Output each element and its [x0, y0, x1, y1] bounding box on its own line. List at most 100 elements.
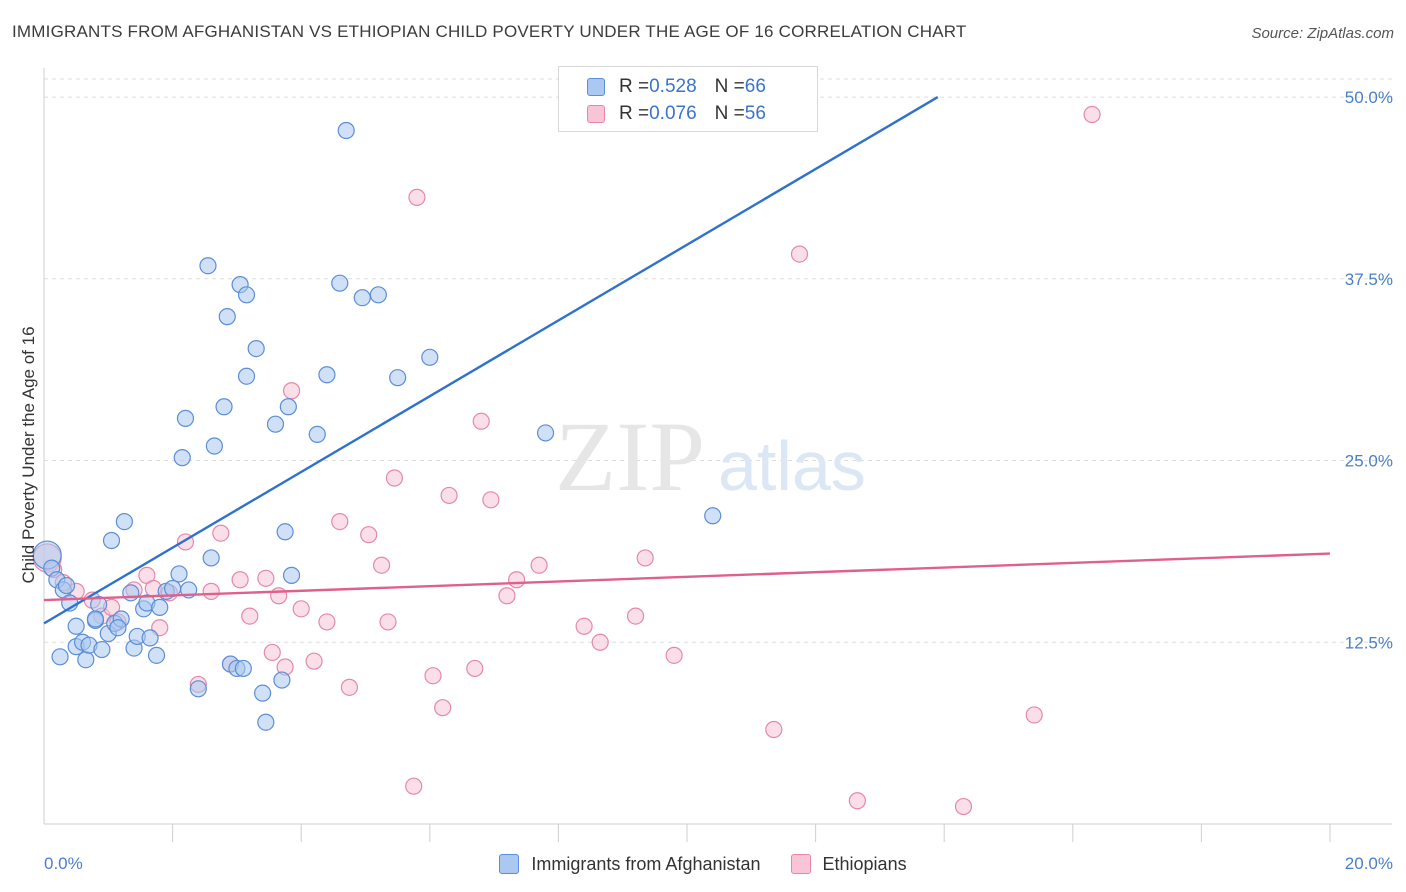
afghanistan-point	[389, 369, 407, 387]
afghanistan-point	[102, 531, 121, 550]
ethiopian-point	[1025, 706, 1043, 724]
ethiopian-trend-line	[43, 552, 1331, 602]
afghanistan-point	[237, 367, 256, 385]
afghanistan-point	[122, 584, 140, 602]
afghanistan-point	[205, 437, 223, 455]
afghanistan-point	[147, 646, 166, 664]
afghanistan-point	[369, 286, 387, 304]
x-tick-label: 0.0%	[44, 854, 83, 873]
y-tick-labels: 12.5% 25.0% 37.5% 50.0%	[1345, 88, 1393, 652]
ethiopian-point	[530, 556, 548, 574]
legend-row-ethiopians: R = 0.076 N = 56	[587, 101, 766, 127]
watermark-zip: ZIP	[555, 401, 705, 512]
afghanistan-point	[308, 425, 326, 443]
afghanistan-points	[32, 121, 722, 731]
watermark: ZIP atlas	[555, 401, 866, 512]
ethiopian-point	[636, 549, 654, 567]
afghanistan-point	[237, 286, 256, 304]
legend-n-value: 56	[744, 103, 766, 124]
afghanistan-point	[337, 121, 355, 140]
afghanistan-point	[282, 566, 301, 584]
legend-swatch-ethiopians	[790, 854, 811, 874]
afghanistan-point	[199, 257, 217, 275]
ethiopian-point	[466, 659, 484, 678]
ethiopian-point	[790, 245, 809, 263]
afghanistan-point	[115, 512, 133, 531]
afghanistan-point	[109, 619, 127, 637]
ethiopian-point	[360, 526, 378, 544]
afghanistan-point	[51, 648, 69, 666]
ethiopian-point	[665, 646, 683, 664]
afghanistan-point	[93, 640, 111, 659]
chart-title: IMMIGRANTS FROM AFGHANISTAN VS ETHIOPIAN…	[12, 22, 967, 41]
ethiopian-point	[954, 797, 973, 816]
legend-row-afghanistan: R = 0.528 N = 66	[587, 74, 766, 100]
ethiopian-point	[257, 569, 275, 587]
ethiopian-point	[765, 720, 783, 739]
afghanistan-point	[215, 398, 233, 416]
ethiopian-point	[434, 699, 452, 717]
ethiopian-point	[1083, 105, 1101, 124]
afghanistan-point	[266, 415, 285, 433]
y-tick-label: 37.5%	[1345, 270, 1393, 289]
afghanistan-point	[67, 617, 85, 635]
legend-r-value: 0.076	[649, 103, 697, 124]
afghanistan-point	[257, 713, 275, 731]
legend-label-afghanistan: Immigrants from Afghanistan	[531, 853, 761, 874]
ethiopian-point	[848, 792, 866, 810]
ethiopian-point	[591, 633, 609, 651]
afghanistan-point	[247, 339, 265, 358]
ethiopian-point	[424, 667, 442, 685]
y-tick-label: 25.0%	[1345, 452, 1393, 471]
ethiopian-point	[385, 469, 404, 487]
afghanistan-point	[273, 671, 291, 689]
afghanistan-point	[151, 598, 169, 616]
ethiopian-point	[241, 607, 259, 625]
legend-n-label: N =	[714, 76, 745, 97]
ethiopian-point	[626, 607, 645, 625]
legend-r-label: R =	[619, 76, 650, 97]
afghanistan-point	[353, 289, 371, 307]
legend-item-afghanistan: Immigrants from Afghanistan	[499, 853, 761, 875]
afghanistan-point	[331, 274, 349, 292]
ethiopian-point	[263, 643, 281, 662]
series-legend: Immigrants from Afghanistan Ethiopians	[0, 852, 1406, 876]
correlation-legend: R = 0.528 N = 66 R = 0.076 N = 56	[558, 66, 818, 132]
legend-r-value: 0.528	[649, 76, 697, 97]
axes	[43, 68, 1392, 842]
legend-swatch-ethiopians	[587, 105, 605, 123]
ethiopian-point	[575, 617, 593, 635]
watermark-atlas: atlas	[718, 427, 866, 505]
legend-swatch-afghanistan	[499, 854, 520, 874]
ethiopian-point	[440, 486, 458, 505]
ethiopian-point	[379, 613, 397, 631]
ethiopian-point	[508, 571, 526, 589]
afghanistan-point	[536, 424, 555, 442]
ethiopian-point	[472, 412, 490, 430]
y-tick-label: 12.5%	[1345, 633, 1393, 652]
ethiopian-point	[282, 382, 301, 400]
afghanistan-point	[77, 651, 95, 669]
afghanistan-point	[276, 523, 294, 541]
legend-n-label: N =	[714, 103, 745, 124]
ethiopian-point	[340, 678, 359, 696]
afghanistan-point	[141, 629, 159, 647]
ethiopian-point	[292, 600, 310, 618]
afghanistan-point	[86, 610, 105, 628]
ethiopian-point	[202, 582, 220, 600]
legend-swatch-afghanistan	[587, 78, 605, 96]
afghanistan-point	[218, 308, 236, 326]
afghanistan-point	[176, 409, 195, 427]
ethiopian-point	[405, 777, 423, 795]
trend-lines	[43, 96, 1331, 625]
afghanistan-point	[254, 684, 272, 702]
ethiopian-point	[305, 652, 323, 670]
afghanistan-point	[57, 576, 76, 595]
afghanistan-trend-line	[43, 96, 939, 625]
legend-label-ethiopians: Ethiopians	[822, 853, 907, 874]
ethiopian-point	[482, 491, 500, 509]
ethiopian-point	[372, 556, 391, 574]
legend-n-value: 66	[744, 76, 766, 97]
y-axis-label: Child Poverty Under the Age of 16	[19, 326, 38, 583]
